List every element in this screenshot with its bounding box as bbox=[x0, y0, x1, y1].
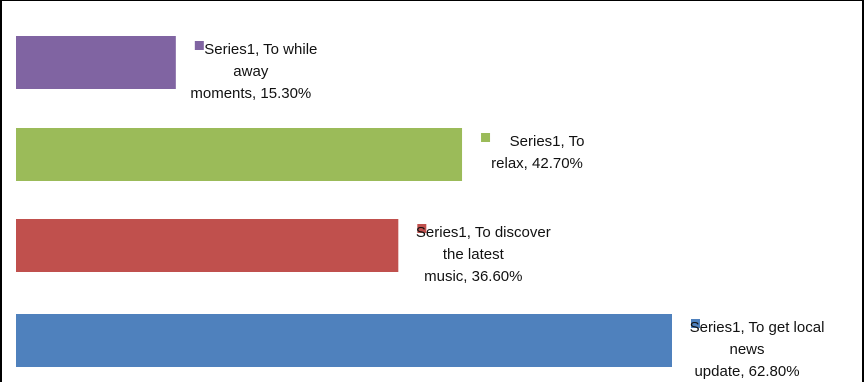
data-label-3-line-1: Series1, To bbox=[510, 133, 585, 150]
data-label-2-line-1: Series1, To discover bbox=[416, 224, 551, 241]
bar-1 bbox=[16, 314, 672, 367]
bar-2 bbox=[16, 219, 399, 272]
legend-key-1 bbox=[691, 319, 700, 328]
data-label-4-line-3: moments, 15.30% bbox=[190, 85, 311, 102]
legend-key-3 bbox=[481, 133, 491, 142]
data-label-1-line-3: update, 62.80% bbox=[694, 363, 799, 380]
legend-key-2 bbox=[417, 224, 427, 233]
bar-4 bbox=[16, 36, 176, 89]
data-label-2-line-2: the latest bbox=[443, 246, 505, 263]
data-label-1-line-1: Series1, To get local bbox=[690, 319, 825, 336]
data-label-1-line-2: news bbox=[729, 341, 764, 358]
data-label-3-line-2: relax, 42.70% bbox=[491, 155, 583, 172]
data-label-4-line-1: Series1, To while bbox=[204, 41, 317, 58]
data-label-4-line-2: away bbox=[233, 63, 269, 80]
data-label-2-line-3: music, 36.60% bbox=[424, 268, 522, 285]
legend-key-4 bbox=[194, 41, 204, 50]
bar-3 bbox=[16, 128, 463, 181]
